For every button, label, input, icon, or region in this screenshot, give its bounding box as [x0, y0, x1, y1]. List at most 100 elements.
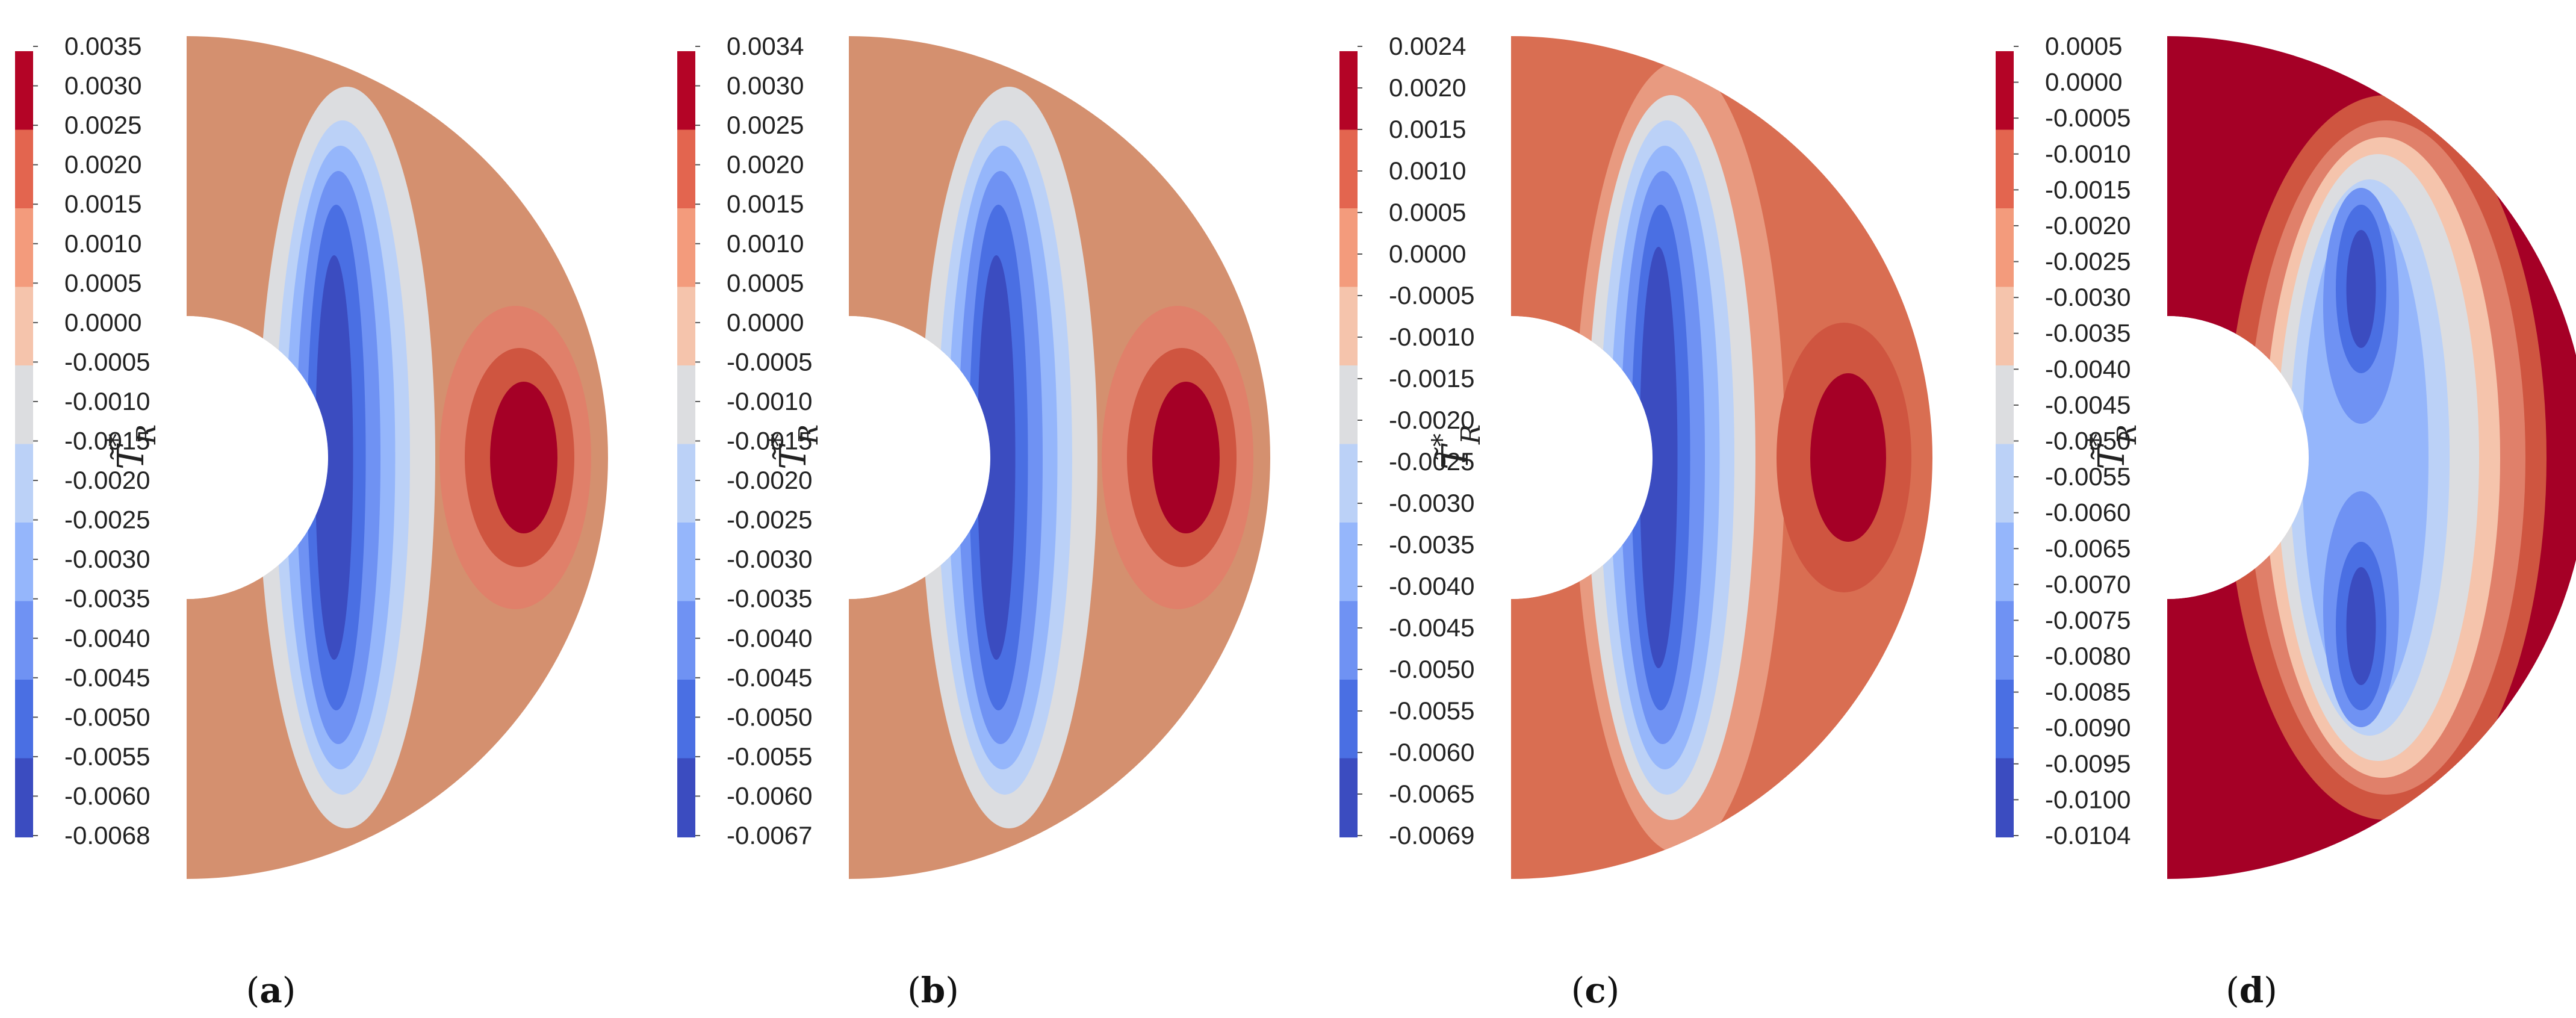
colorbar-tick-label: -0.0025: [1389, 447, 1474, 476]
colorbar-tick-label: 0.0005: [1389, 198, 1466, 226]
colorbar-band: [1996, 601, 2014, 680]
colorbar-band: [677, 208, 695, 288]
panel-caption-letter: a: [259, 970, 282, 1011]
colorbar-band: [15, 680, 33, 759]
colorbar-band: [1339, 287, 1358, 366]
colorbar-tick-label: -0.0075: [2045, 606, 2131, 634]
colorbar-band: [1996, 758, 2014, 837]
colorbar-tick-label: 0.0005: [2045, 32, 2122, 60]
colorbar-tick-label: -0.0035: [727, 585, 812, 613]
colorbar-tick-label: 0.0034: [727, 32, 804, 60]
panel-caption: (d): [2226, 970, 2277, 1011]
colorbar-band: [677, 758, 695, 837]
contour-level: [1639, 247, 1678, 668]
colorbar-tick-label: 0.0015: [727, 190, 804, 218]
colorbar-tick-label: -0.0045: [2045, 391, 2131, 419]
colorbar-title-superscript: *: [102, 433, 133, 447]
colorbar-tick-label: -0.0070: [2045, 570, 2131, 598]
contour-level: [490, 382, 557, 533]
colorbar-band: [1996, 523, 2014, 602]
panel-caption-letter: b: [921, 970, 946, 1011]
colorbar-tick-label: -0.0015: [1389, 364, 1474, 393]
colorbar-title: T̃*R: [1427, 424, 1486, 470]
colorbar-title-superscript: *: [765, 433, 795, 447]
colorbar-tick-label: 0.0030: [64, 72, 141, 100]
colorbar-tick-label: 0.0020: [727, 151, 804, 179]
colorbar-band: [15, 523, 33, 602]
colorbar-tick-label: 0.0030: [727, 72, 804, 100]
colorbar-band: [677, 444, 695, 523]
colorbar-band: [15, 444, 33, 523]
colorbar-tick-label: 0.0015: [64, 190, 141, 218]
colorbar-tick-label: -0.0010: [727, 387, 812, 415]
colorbar-tick-label: -0.0055: [64, 742, 150, 771]
colorbar-band: [1996, 287, 2014, 366]
colorbar-tick-label: -0.0040: [727, 624, 812, 652]
contour-level: [1810, 373, 1886, 542]
colorbar-band: [1339, 444, 1358, 523]
colorbar-tick-label: -0.0005: [64, 347, 150, 376]
panel-caption: (b): [907, 970, 959, 1011]
colorbar-band: [1996, 365, 2014, 445]
contour-level: [977, 255, 1016, 660]
colorbar-tick-label: -0.0015: [727, 427, 812, 455]
colorbar-tick-label: 0.0035: [64, 32, 141, 60]
colorbar-band: [1996, 51, 2014, 131]
colorbar-tick-label: -0.0015: [2045, 175, 2131, 203]
colorbar-tick-label: -0.0020: [1389, 406, 1474, 434]
colorbar-tick-label: -0.0020: [64, 466, 150, 494]
colorbar-band: [1339, 601, 1358, 680]
colorbar-band: [15, 365, 33, 445]
colorbar-tick-label: -0.0040: [2045, 355, 2131, 383]
colorbar-band: [1996, 680, 2014, 759]
colorbar-tick-label: -0.0005: [2045, 104, 2131, 132]
contour-level: [315, 255, 353, 660]
colorbar-band: [1996, 129, 2014, 209]
colorbar-tick-label: -0.0095: [2045, 750, 2131, 778]
colorbar-band: [1339, 51, 1358, 131]
colorbar-band: [15, 758, 33, 837]
colorbar-tick-label: 0.0005: [727, 268, 804, 297]
colorbar-tick-label: -0.0030: [2045, 283, 2131, 311]
colorbar-tick-label: -0.0015: [64, 427, 150, 455]
colorbar-tick-label: -0.0035: [1389, 530, 1474, 559]
colorbar-tick-label: 0.0020: [1389, 73, 1466, 102]
colorbar-band: [15, 129, 33, 209]
colorbar-tick-label: -0.0055: [1389, 697, 1474, 725]
colorbar-tick-label: 0.0010: [64, 229, 141, 258]
colorbar-tick-label: -0.0080: [2045, 642, 2131, 670]
colorbar-band: [1339, 758, 1358, 837]
colorbar-tick-label: 0.0015: [1389, 115, 1466, 143]
colorbar-band: [15, 601, 33, 680]
colorbar-tick-label: -0.0060: [1389, 738, 1474, 766]
inner-cut: [849, 316, 990, 599]
colorbar-band: [1339, 365, 1358, 445]
colorbar-tick-label: -0.0050: [1389, 655, 1474, 683]
colorbar-band: [677, 287, 695, 366]
colorbar-title: T̃*R: [765, 424, 824, 470]
colorbar-tick-label: -0.0035: [64, 585, 150, 613]
colorbar-tick-label: 0.0025: [727, 111, 804, 139]
colorbar-tick-label: 0.0000: [64, 308, 141, 337]
colorbar-title-symbol: T̃: [1434, 443, 1477, 470]
colorbar-tick-label: -0.0060: [2045, 498, 2131, 527]
colorbar-band: [15, 287, 33, 366]
colorbar-title-symbol: T̃: [2090, 443, 2133, 470]
colorbar-tick-label: -0.0100: [2045, 785, 2131, 813]
colorbar-tick-label: -0.0035: [2045, 319, 2131, 347]
panel-caption: (a): [246, 970, 296, 1011]
colorbar-band: [1339, 523, 1358, 602]
colorbar-band: [677, 129, 695, 209]
colorbar-tick-label: -0.0010: [2045, 140, 2131, 168]
panel-b: 0.0034 0.0030 0.0025 0.0020 0.0015 0.0010 0.00…: [677, 32, 1270, 1011]
colorbar-tick-label: -0.0050: [2045, 427, 2131, 455]
colorbar-title-symbol: T̃: [772, 443, 815, 470]
colorbar-tick-label: -0.0025: [2045, 247, 2131, 276]
colorbar-tick-label: -0.0060: [727, 781, 812, 810]
colorbar-tick-label: -0.0020: [727, 466, 812, 494]
colorbar-title-subscript: R: [793, 424, 824, 445]
colorbar-title-subscript: R: [2112, 424, 2143, 445]
colorbar-band: [15, 208, 33, 288]
colorbar-tick-label: 0.0010: [727, 229, 804, 258]
colorbar-tick-label: -0.0030: [727, 545, 812, 573]
